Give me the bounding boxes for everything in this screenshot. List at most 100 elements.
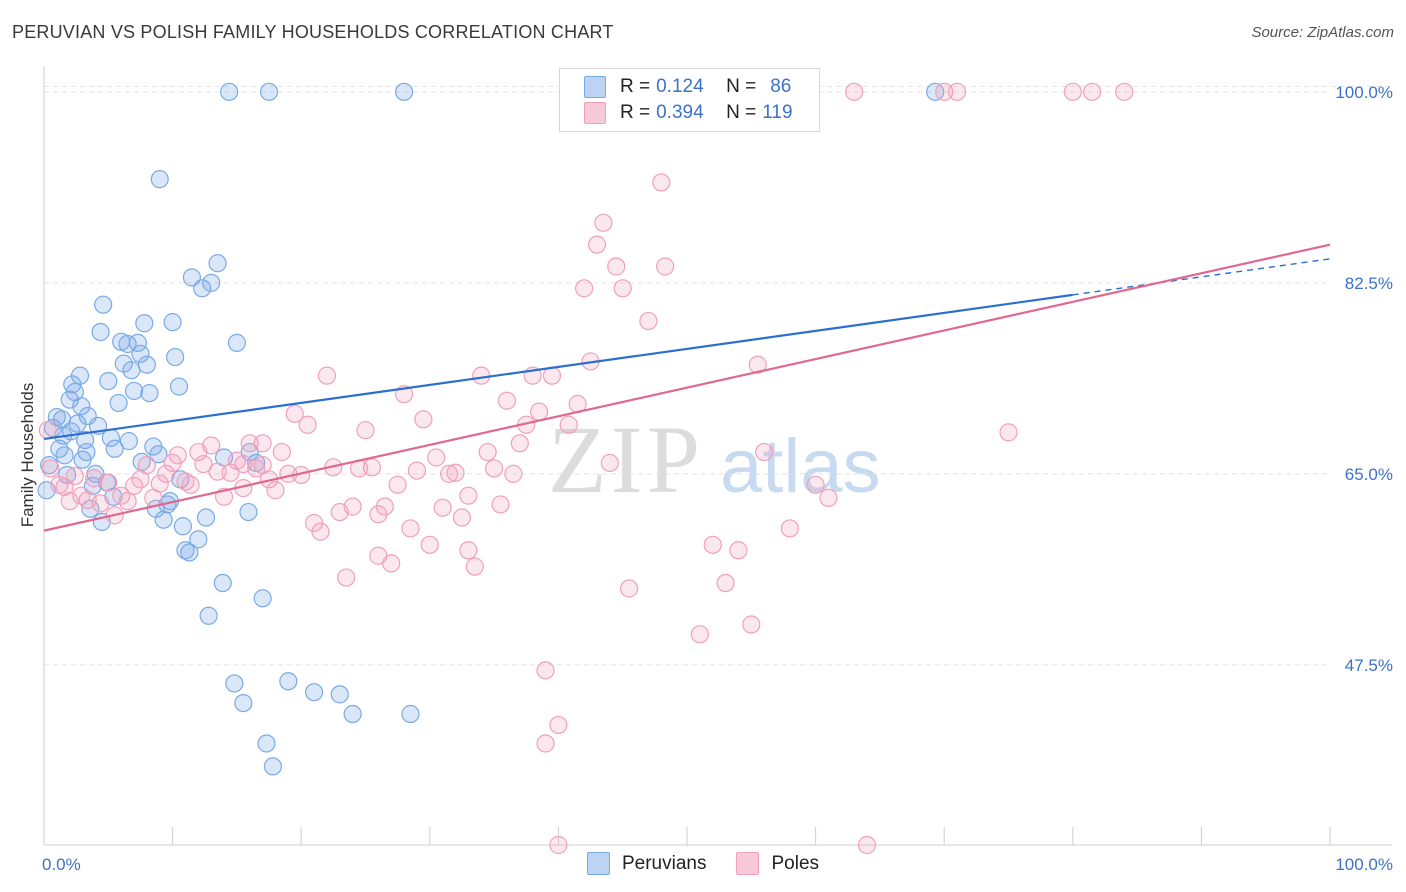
data-point bbox=[806, 475, 825, 494]
data-point bbox=[91, 322, 110, 342]
data-point bbox=[189, 530, 208, 549]
data-point bbox=[485, 459, 504, 478]
watermark: ZIP atlas bbox=[548, 406, 881, 513]
data-point bbox=[407, 461, 427, 480]
data-point bbox=[845, 82, 864, 101]
data-point bbox=[317, 366, 337, 385]
data-point bbox=[465, 557, 484, 576]
y-tick-label: 47.5% bbox=[1345, 656, 1393, 675]
legend-r-label: R = bbox=[620, 76, 651, 97]
data-point bbox=[613, 279, 632, 298]
data-point bbox=[298, 415, 317, 434]
data-point bbox=[94, 295, 113, 314]
data-point bbox=[755, 442, 774, 462]
data-point bbox=[213, 573, 232, 593]
data-point bbox=[259, 82, 279, 101]
data-point bbox=[594, 213, 613, 232]
data-point bbox=[266, 481, 285, 500]
data-point bbox=[433, 498, 452, 517]
data-point bbox=[169, 377, 189, 396]
data-point bbox=[68, 414, 87, 433]
data-point bbox=[607, 257, 626, 276]
trend-line-peruvians-extension bbox=[1072, 258, 1331, 296]
data-point bbox=[427, 448, 446, 467]
data-point bbox=[819, 488, 838, 507]
data-point bbox=[47, 408, 66, 427]
data-point bbox=[1063, 82, 1082, 101]
data-point bbox=[157, 464, 176, 483]
legend-r-value: 0.124 bbox=[656, 76, 704, 97]
data-point bbox=[420, 535, 439, 554]
data-point bbox=[128, 333, 147, 352]
data-point bbox=[257, 734, 276, 753]
series-legend: Peruvians Poles bbox=[0, 852, 1406, 875]
data-point bbox=[279, 672, 298, 691]
data-point bbox=[369, 505, 388, 524]
data-point bbox=[70, 366, 90, 385]
data-point bbox=[549, 715, 568, 735]
data-point bbox=[173, 517, 192, 536]
data-point bbox=[272, 442, 292, 462]
data-point bbox=[330, 685, 349, 704]
data-point bbox=[472, 366, 491, 385]
legend-r-label: R = bbox=[620, 102, 651, 123]
data-point bbox=[394, 82, 414, 101]
data-point bbox=[311, 522, 330, 541]
data-point bbox=[163, 313, 182, 332]
data-point bbox=[536, 734, 555, 753]
data-point bbox=[253, 589, 272, 608]
data-point bbox=[65, 466, 84, 486]
data-point bbox=[180, 543, 199, 562]
data-point bbox=[168, 446, 187, 465]
data-point bbox=[61, 422, 81, 441]
data-point bbox=[491, 495, 510, 514]
legend-item-poles[interactable]: Poles bbox=[736, 852, 819, 875]
legend-n-value: 86 bbox=[770, 76, 792, 97]
data-point bbox=[99, 473, 118, 492]
data-point bbox=[193, 279, 212, 298]
data-point bbox=[459, 486, 478, 505]
legend-label-peruvians: Peruvians bbox=[621, 852, 707, 874]
series-poles bbox=[38, 82, 1134, 855]
data-point bbox=[935, 82, 954, 101]
legend-n-label: N = bbox=[726, 76, 757, 97]
chart-title: PERUVIAN VS POLISH FAMILY HOUSEHOLDS COR… bbox=[12, 22, 614, 42]
watermark-atlas: atlas bbox=[720, 424, 881, 509]
legend-row-poles: R = 0.394 N = 119 bbox=[584, 100, 793, 126]
data-point bbox=[60, 492, 79, 511]
y-tick-label: 82.5% bbox=[1345, 274, 1393, 293]
data-point bbox=[356, 421, 375, 440]
data-point bbox=[304, 683, 324, 702]
legend-item-peruvians[interactable]: Peruvians bbox=[586, 852, 707, 875]
data-point bbox=[620, 579, 639, 598]
data-point bbox=[504, 464, 523, 483]
data-point bbox=[716, 573, 735, 593]
data-point bbox=[176, 472, 195, 491]
data-point bbox=[337, 568, 356, 587]
data-point bbox=[227, 333, 246, 352]
data-point bbox=[253, 434, 272, 453]
legend-swatch-poles bbox=[584, 102, 606, 124]
stats-legend: R = 0.124 N = 86 R = 0.394 N = 119 bbox=[559, 68, 820, 132]
data-point bbox=[639, 311, 658, 331]
data-point bbox=[105, 439, 124, 458]
data-point bbox=[240, 434, 259, 453]
data-point bbox=[652, 173, 671, 192]
data-point bbox=[118, 492, 137, 511]
data-point bbox=[253, 456, 272, 475]
data-point bbox=[375, 497, 394, 516]
data-point bbox=[131, 344, 150, 363]
data-point bbox=[343, 704, 362, 724]
trend-line-peruvians bbox=[43, 293, 1073, 441]
data-point bbox=[587, 235, 607, 254]
data-point bbox=[559, 415, 578, 434]
data-point bbox=[119, 432, 138, 451]
x-tick-label: 100.0% bbox=[1335, 855, 1393, 874]
data-point bbox=[140, 383, 159, 403]
data-point bbox=[135, 314, 154, 333]
data-point bbox=[225, 674, 244, 693]
data-point bbox=[109, 393, 128, 413]
data-point bbox=[703, 535, 722, 554]
legend-r-value: 0.394 bbox=[656, 102, 704, 123]
